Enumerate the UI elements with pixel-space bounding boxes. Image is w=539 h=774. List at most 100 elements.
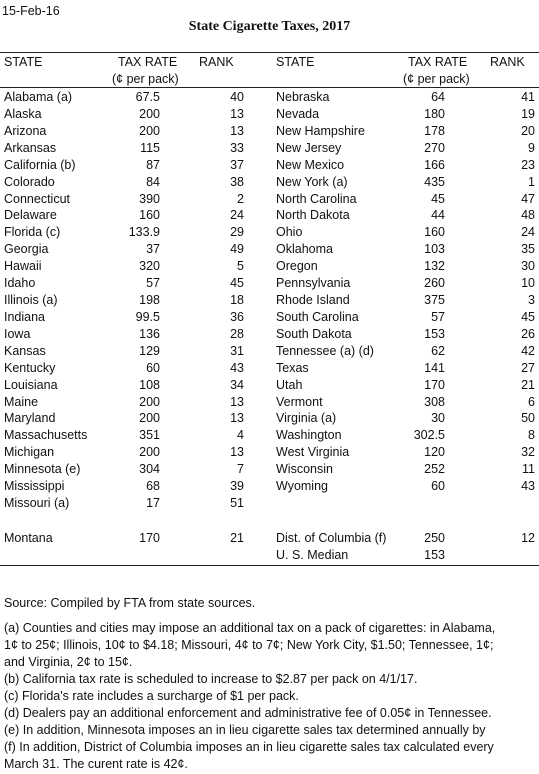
rank: 9	[528, 140, 535, 155]
rank: 41	[521, 90, 535, 104]
column-header: TAX RATE	[408, 55, 468, 69]
date: 15-Feb-16	[2, 4, 60, 18]
rank: 23	[521, 157, 535, 172]
tax-rate: 68	[146, 479, 160, 494]
tax-rate: 200	[139, 106, 160, 121]
tax-rate: 160	[424, 225, 445, 240]
tax-rate: 260	[424, 276, 445, 291]
state-name: Alaska	[4, 106, 42, 121]
footnote: (a) Counties and cities may impose an ad…	[4, 621, 496, 635]
tax-rate: 153	[424, 547, 445, 562]
rank: 47	[521, 191, 535, 206]
rank: 31	[230, 343, 244, 358]
column-header: RANK	[199, 55, 234, 69]
state-name: Wyoming	[276, 479, 328, 494]
tax-rate: 170	[139, 531, 160, 545]
state-name: New Hampshire	[276, 123, 365, 138]
rank: 30	[521, 259, 535, 274]
footnote: 1¢ to 25¢; Illinois, 10¢ to $4.18; Misso…	[4, 638, 494, 652]
state-name: Michigan	[4, 445, 55, 460]
tax-rate: 320	[139, 259, 160, 274]
state-name: Oregon	[276, 259, 318, 274]
state-name: New York (a)	[276, 174, 348, 189]
rank: 29	[230, 225, 244, 240]
state-name: Vermont	[276, 394, 323, 409]
state-name: Alabama (a)	[4, 90, 73, 104]
footnote: March 31. The curent rate is 42¢.	[4, 757, 188, 771]
tax-rate: 200	[139, 445, 160, 460]
tax-rate: 304	[139, 462, 160, 477]
rank: 48	[521, 208, 535, 223]
state-name: Colorado	[4, 174, 55, 189]
rank: 3	[528, 293, 535, 308]
tax-rate: 99.5	[135, 309, 160, 324]
state-name: Montana	[4, 531, 53, 545]
rank: 26	[521, 326, 535, 341]
rank: 27	[521, 360, 535, 375]
tax-rate: 250	[424, 531, 445, 545]
tax-rate: 133.9	[128, 225, 160, 240]
rank: 7	[237, 462, 244, 477]
tax-rate: 200	[139, 123, 160, 138]
state-name: Arkansas	[4, 140, 57, 155]
tax-rate: 62	[431, 343, 445, 358]
state-name: Tennessee (a) (d)	[276, 343, 374, 358]
rank: 37	[230, 157, 244, 172]
tax-rate: 200	[139, 394, 160, 409]
tax-rate: 30	[431, 411, 445, 426]
state-name: Kentucky	[4, 360, 56, 375]
state-name: Nebraska	[276, 90, 330, 104]
rank: 43	[230, 360, 244, 375]
state-name: New Jersey	[276, 140, 342, 155]
rank: 18	[230, 293, 244, 308]
tax-rate: 170	[424, 377, 445, 392]
state-name: Ohio	[276, 225, 303, 240]
state-name: Georgia	[4, 242, 49, 257]
state-name: Florida (c)	[4, 225, 61, 240]
tax-rate: 64	[431, 90, 445, 104]
rank: 8	[528, 428, 535, 443]
tax-rate: 390	[139, 191, 160, 206]
state-name: Kansas	[4, 343, 46, 358]
rank: 20	[521, 123, 535, 138]
state-name: Pennsylvania	[276, 276, 351, 291]
tax-rate: 108	[139, 377, 160, 392]
tax-rate: 160	[139, 208, 160, 223]
state-name: South Dakota	[276, 326, 352, 341]
column-header: (¢ per pack)	[403, 72, 470, 86]
tax-rate: 198	[139, 293, 160, 308]
rank: 21	[230, 531, 244, 545]
state-name: Connecticut	[4, 191, 71, 206]
state-name: U. S. Median	[276, 547, 349, 562]
state-name: Missouri (a)	[4, 496, 70, 511]
rank: 24	[521, 225, 535, 240]
tax-rate: 270	[424, 140, 445, 155]
tax-rate: 180	[424, 106, 445, 121]
footnote: (e) In addition, Minnesota imposes an in…	[4, 723, 486, 737]
rank: 34	[230, 377, 244, 392]
tax-rate: 45	[431, 191, 445, 206]
rank: 2	[237, 191, 244, 206]
rank: 11	[522, 462, 535, 477]
rank: 24	[230, 208, 244, 223]
state-name: North Carolina	[276, 191, 357, 206]
tax-rate: 44	[431, 208, 445, 223]
tax-rate: 115	[140, 140, 160, 155]
rank: 32	[521, 445, 535, 460]
column-header: TAX RATE	[118, 55, 178, 69]
tax-rate: 120	[424, 445, 445, 460]
state-name: Rhode Island	[276, 293, 350, 308]
rank: 51	[230, 496, 244, 511]
rank: 28	[230, 326, 244, 341]
rank: 13	[230, 394, 244, 409]
state-name: Texas	[276, 360, 309, 375]
rank: 45	[230, 276, 244, 291]
rank: 43	[521, 479, 535, 494]
state-name: Washington	[276, 428, 342, 443]
footnote: (b) California tax rate is scheduled to …	[4, 672, 418, 686]
header-rule	[0, 52, 539, 53]
column-header: STATE	[276, 55, 315, 69]
tax-rate: 375	[424, 293, 445, 308]
state-name: New Mexico	[276, 157, 345, 172]
